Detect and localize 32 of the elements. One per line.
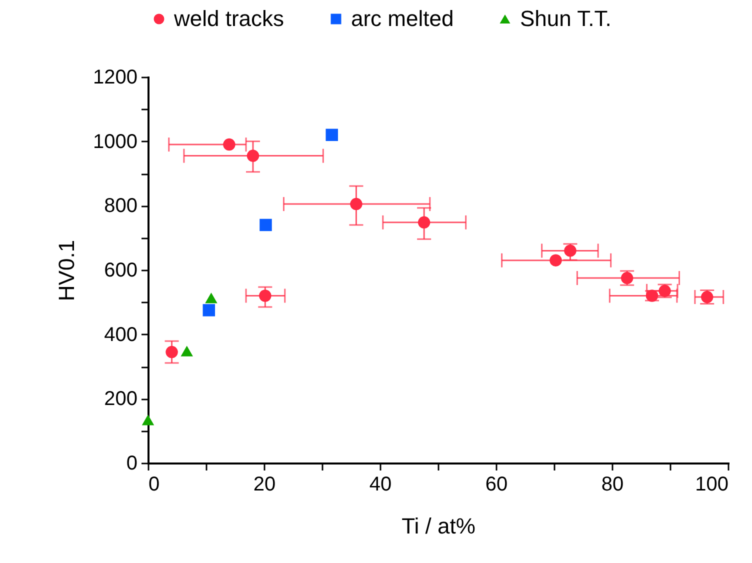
- y-tick-label: 1200: [93, 66, 138, 88]
- y-tick-label: 400: [104, 324, 138, 346]
- point: [260, 218, 272, 232]
- x-tick-label: 0: [148, 474, 160, 496]
- x-tick-label: 80: [601, 474, 624, 496]
- point: [418, 216, 430, 229]
- y-tick-label: 800: [104, 195, 138, 218]
- point: [205, 292, 218, 304]
- y-tick-label: 0: [126, 452, 138, 474]
- point: [564, 244, 576, 257]
- x-tick-label: 100: [695, 474, 728, 496]
- legend-label: Shun T.T.: [520, 6, 612, 31]
- point: [202, 304, 216, 316]
- point: [259, 290, 272, 302]
- point: [180, 346, 193, 356]
- point: [326, 128, 338, 142]
- point: [223, 138, 236, 151]
- x-tick-label: 60: [485, 474, 508, 496]
- point: [142, 414, 154, 426]
- x-tick-label: 20: [253, 474, 276, 496]
- y-tick-label: 1000: [93, 130, 138, 153]
- x-axis-title: Ti / at%: [402, 514, 476, 538]
- y-tick-label: 200: [104, 388, 138, 410]
- y-axis-title: HV0.1: [54, 240, 80, 302]
- point: [246, 150, 260, 162]
- point: [550, 254, 562, 266]
- y-tick-label: 600: [104, 260, 138, 282]
- legend-label: weld tracks: [173, 6, 284, 31]
- legend-label: arc melted: [351, 6, 454, 31]
- point: [350, 198, 362, 210]
- point: [166, 346, 178, 358]
- x-tick-label: 40: [369, 474, 392, 496]
